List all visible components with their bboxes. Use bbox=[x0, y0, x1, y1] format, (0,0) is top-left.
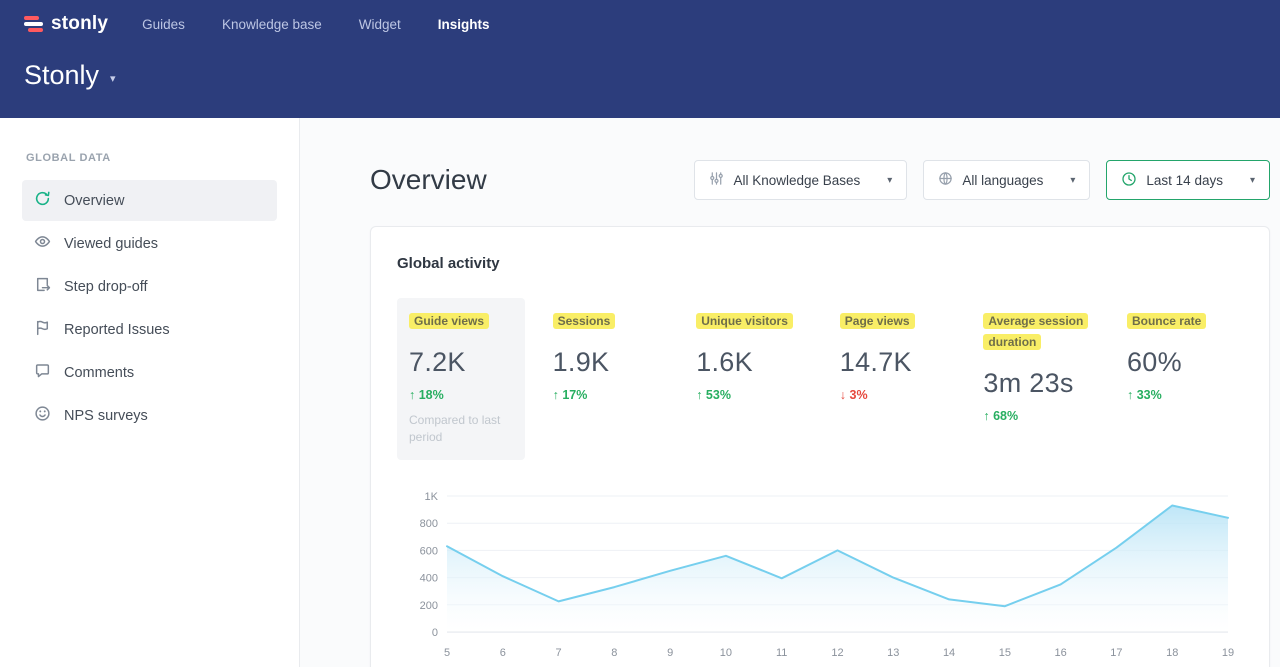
stat-change: ↑ 18% bbox=[409, 388, 444, 402]
sidebar-item-label: Reported Issues bbox=[64, 321, 170, 338]
svg-text:15: 15 bbox=[999, 647, 1011, 659]
flag-icon bbox=[34, 319, 51, 340]
svg-text:8: 8 bbox=[611, 647, 617, 659]
chart-container: 0 200 400 600 800 1K 5 6 7 8 9 10 11 12 13 14 15 16 17 18 19 bbox=[397, 486, 1243, 667]
stat-label: Sessions bbox=[552, 313, 616, 329]
workspace-title: Stonly bbox=[24, 60, 100, 90]
sidebar-item-label: Viewed guides bbox=[64, 235, 159, 252]
stat-change: ↑ 53% bbox=[696, 388, 731, 402]
svg-text:7: 7 bbox=[556, 647, 562, 659]
svg-text:9: 9 bbox=[667, 647, 673, 659]
stat-change: ↓ 3% bbox=[839, 388, 868, 402]
svg-text:11: 11 bbox=[776, 647, 787, 659]
svg-text:10: 10 bbox=[720, 647, 732, 659]
chevron-down-icon: ▾ bbox=[1249, 174, 1255, 186]
stat-value: 1.9K bbox=[552, 347, 610, 377]
nav-item-knowledge-base[interactable]: Knowledge base bbox=[221, 16, 322, 32]
stat-label: Unique visitors bbox=[696, 313, 793, 329]
activity-chart: 0 200 400 600 800 1K 5 6 7 8 9 10 11 12 13 14 15 16 17 18 19 bbox=[420, 491, 1234, 659]
nav-item-guides[interactable]: Guides bbox=[142, 16, 185, 32]
chevron-down-icon: ▾ bbox=[110, 72, 116, 85]
svg-text:800: 800 bbox=[420, 518, 438, 530]
sidebar-item-label: NPS surveys bbox=[64, 407, 148, 424]
filter-bar: All Knowledge Bases ▾ All languages ▾ La… bbox=[694, 160, 1270, 200]
stat-change: ↑ 68% bbox=[983, 409, 1019, 423]
comment-icon bbox=[34, 362, 51, 383]
date-range-filter[interactable]: Last 14 days ▾ bbox=[1106, 160, 1270, 200]
page-title: Overview bbox=[370, 164, 487, 195]
sidebar-item-reported-issues[interactable]: Reported Issues bbox=[22, 309, 277, 350]
smiley-icon bbox=[34, 405, 51, 426]
svg-text:18: 18 bbox=[1166, 647, 1178, 659]
sidebar-item-overview[interactable]: Overview bbox=[22, 180, 277, 221]
workspace-switcher[interactable]: Stonly ▾ bbox=[24, 60, 1256, 91]
stat-average-session-duration[interactable]: Average session duration 3m 23s ↑ 68% bbox=[971, 298, 1099, 460]
stat-note: Compared to last period bbox=[409, 413, 501, 445]
sidebar-section-label: GLOBAL DATA bbox=[26, 152, 111, 164]
stat-guide-views[interactable]: Guide views 7.2K ↑ 18% Compared to last … bbox=[397, 298, 525, 460]
knowledge-base-filter-value: All Knowledge Bases bbox=[733, 172, 861, 188]
chevron-down-icon: ▾ bbox=[887, 174, 893, 186]
global-activity-card: Global activity Guide views 7.2K ↑ 18% C… bbox=[370, 226, 1270, 667]
stat-label: Bounce rate bbox=[1126, 313, 1207, 329]
svg-text:200: 200 bbox=[420, 600, 438, 612]
svg-text:400: 400 bbox=[420, 572, 438, 584]
stat-unique-visitors[interactable]: Unique visitors 1.6K ↑ 53% bbox=[684, 298, 812, 460]
sidebar-item-step-drop-off[interactable]: Step drop-off bbox=[22, 266, 277, 307]
svg-text:0: 0 bbox=[432, 627, 438, 639]
sidebar-item-comments[interactable]: Comments bbox=[22, 352, 277, 393]
stat-value: 14.7K bbox=[839, 347, 912, 377]
stonly-logo-text: stonly bbox=[51, 13, 109, 34]
top-navbar: stonly Guides Knowledge base Widget Insi… bbox=[0, 0, 1280, 118]
stat-label: Guide views bbox=[409, 313, 490, 329]
sidebar: GLOBAL DATA Overview Viewed guides Step … bbox=[0, 118, 300, 667]
main-content: Overview All Knowledge Bases ▾ All langu… bbox=[300, 118, 1280, 667]
clock-icon bbox=[1121, 171, 1137, 190]
stat-change: ↑ 33% bbox=[1126, 388, 1162, 402]
stat-change: ↑ 17% bbox=[552, 388, 588, 402]
eye-icon bbox=[34, 233, 51, 254]
svg-text:1K: 1K bbox=[425, 491, 439, 503]
sidebar-item-nps-surveys[interactable]: NPS surveys bbox=[22, 395, 277, 436]
stat-value: 3m 23s bbox=[983, 368, 1074, 398]
svg-text:14: 14 bbox=[943, 647, 955, 659]
stat-value: 7.2K bbox=[409, 347, 466, 377]
knowledge-base-filter[interactable]: All Knowledge Bases ▾ bbox=[694, 160, 908, 200]
sidebar-item-label: Step drop-off bbox=[64, 278, 148, 295]
stonly-logo[interactable]: stonly bbox=[24, 13, 108, 35]
stat-label: Page views bbox=[839, 313, 915, 329]
stat-page-views[interactable]: Page views 14.7K ↓ 3% bbox=[828, 298, 956, 460]
sidebar-item-label: Overview bbox=[64, 192, 125, 209]
step-dropoff-icon bbox=[34, 276, 51, 297]
svg-text:6: 6 bbox=[500, 647, 506, 659]
stats-row: Guide views 7.2K ↑ 18% Compared to last … bbox=[397, 298, 1243, 460]
sidebar-item-viewed-guides[interactable]: Viewed guides bbox=[22, 223, 277, 264]
language-filter-value: All languages bbox=[962, 172, 1044, 188]
stat-value: 60% bbox=[1126, 347, 1182, 377]
stat-bounce-rate[interactable]: Bounce rate 60% ↑ 33% bbox=[1115, 298, 1243, 460]
overview-icon bbox=[34, 190, 51, 211]
stonly-logo-icon bbox=[24, 15, 43, 34]
nav-item-widget[interactable]: Widget bbox=[358, 16, 401, 32]
sliders-icon bbox=[709, 171, 724, 189]
stat-label: Average session duration bbox=[983, 313, 1089, 350]
language-filter[interactable]: All languages ▾ bbox=[923, 160, 1091, 200]
svg-text:16: 16 bbox=[1055, 647, 1067, 659]
nav-item-insights[interactable]: Insights bbox=[437, 16, 490, 32]
svg-text:19: 19 bbox=[1222, 647, 1234, 659]
stat-value: 1.6K bbox=[696, 347, 753, 377]
svg-text:5: 5 bbox=[444, 647, 450, 659]
sidebar-item-label: Comments bbox=[64, 364, 135, 381]
svg-text:13: 13 bbox=[887, 647, 899, 659]
main-nav: Guides Knowledge base Widget Insights bbox=[142, 17, 489, 32]
date-range-filter-value: Last 14 days bbox=[1146, 172, 1223, 188]
globe-icon bbox=[938, 171, 953, 189]
chevron-down-icon: ▾ bbox=[1070, 174, 1076, 186]
card-title: Global activity bbox=[397, 255, 500, 272]
svg-text:17: 17 bbox=[1110, 647, 1122, 659]
svg-text:600: 600 bbox=[420, 545, 438, 557]
stat-sessions[interactable]: Sessions 1.9K ↑ 17% bbox=[541, 298, 669, 460]
svg-text:12: 12 bbox=[831, 647, 843, 659]
